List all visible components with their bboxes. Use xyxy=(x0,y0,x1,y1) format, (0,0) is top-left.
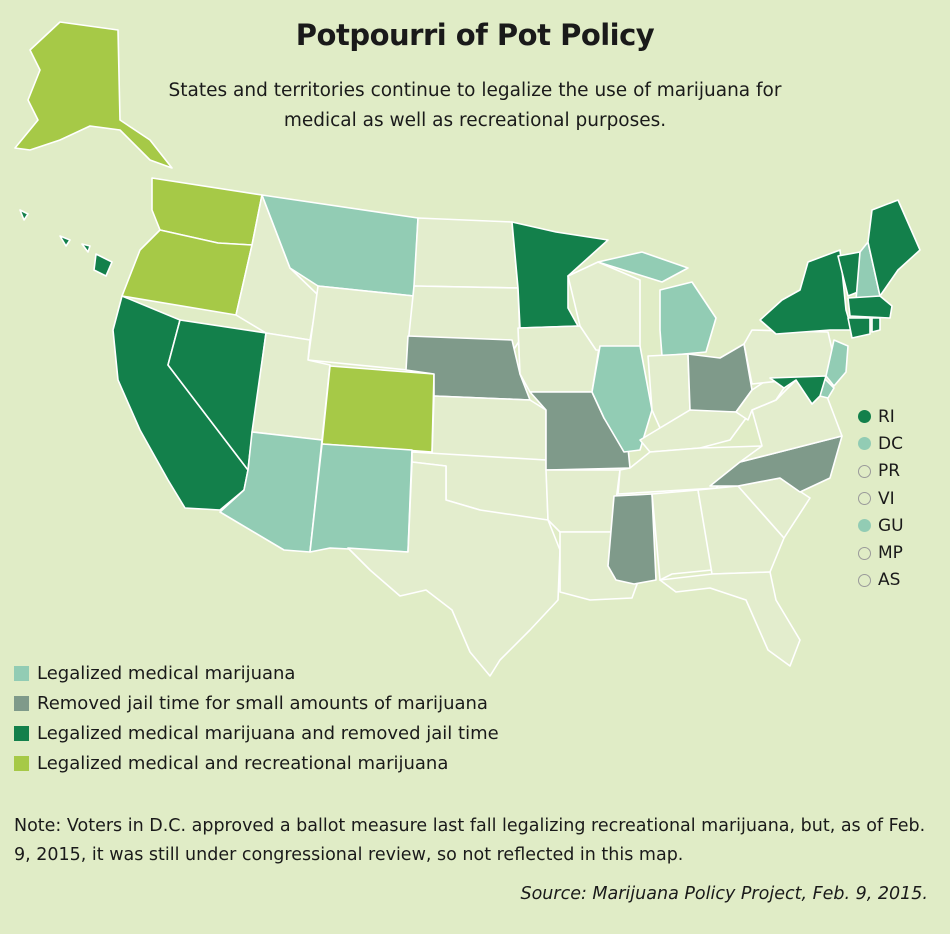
territory-label: GU xyxy=(878,515,904,536)
territory-dot xyxy=(858,464,871,478)
state-CO[interactable] xyxy=(321,365,435,453)
territory-dot xyxy=(858,519,871,533)
territory-label: MP xyxy=(878,543,903,564)
territory-item: RI xyxy=(858,403,904,430)
state-HI[interactable] xyxy=(19,209,113,277)
territory-dot xyxy=(858,492,871,506)
territory-item: MP xyxy=(858,539,904,566)
state-NJ[interactable] xyxy=(825,339,849,387)
state-MN[interactable] xyxy=(511,221,609,329)
state-KS[interactable] xyxy=(431,395,547,461)
state-MI[interactable] xyxy=(597,251,717,357)
legend-swatch xyxy=(14,755,29,771)
state-TX[interactable] xyxy=(347,461,561,677)
state-CT[interactable] xyxy=(847,317,871,339)
legend-swatch xyxy=(14,695,29,711)
territory-list: RI DC PR VI GU MP AS xyxy=(858,403,904,594)
state-MA[interactable] xyxy=(847,295,893,319)
state-MD[interactable] xyxy=(769,375,827,405)
legend-label: Legalized medical marijuana and removed … xyxy=(37,722,499,744)
state-NM[interactable] xyxy=(309,443,413,553)
state-AK[interactable] xyxy=(14,21,173,169)
territory-label: RI xyxy=(878,406,895,427)
state-AL[interactable] xyxy=(651,489,713,581)
state-FL[interactable] xyxy=(659,571,801,667)
territory-label: VI xyxy=(878,488,895,509)
state-IL[interactable] xyxy=(591,345,653,453)
territory-item: DC xyxy=(858,430,904,457)
territory-dot xyxy=(858,437,871,451)
state-MS[interactable] xyxy=(607,493,657,585)
state-WY[interactable] xyxy=(307,285,415,371)
state-OH[interactable] xyxy=(687,343,753,413)
legend-label: Removed jail time for small amounts of m… xyxy=(37,692,488,714)
legend-item: Legalized medical marijuana and removed … xyxy=(14,718,499,748)
territory-dot xyxy=(858,410,871,424)
legend-swatch xyxy=(14,665,29,681)
map-source: Source: Marijuana Policy Project, Feb. 9… xyxy=(520,884,928,904)
legend-item: Removed jail time for small amounts of m… xyxy=(14,688,499,718)
map-note: Note: Voters in D.C. approved a ballot m… xyxy=(14,816,926,865)
state-SD[interactable] xyxy=(407,285,521,353)
legend-swatch xyxy=(14,725,29,741)
territory-item: AS xyxy=(858,567,904,594)
state-NY[interactable] xyxy=(759,249,853,335)
state-RI[interactable] xyxy=(871,317,881,333)
territory-dot xyxy=(858,546,871,560)
map-title: Potpourri of Pot Policy xyxy=(295,18,655,52)
legend-label: Legalized medical and recreational marij… xyxy=(37,752,449,774)
map-subtitle: States and territories continue to legal… xyxy=(168,80,782,131)
legend-item: Legalized medical marijuana xyxy=(14,658,499,688)
territory-dot xyxy=(858,573,871,587)
state-WV[interactable] xyxy=(735,377,785,421)
territory-label: AS xyxy=(878,570,901,591)
map-legend: Legalized medical marijuana Removed jail … xyxy=(14,658,499,778)
territory-label: PR xyxy=(878,461,901,482)
territory-label: DC xyxy=(878,433,903,454)
legend-label: Legalized medical marijuana xyxy=(37,662,296,684)
territory-item: GU xyxy=(858,512,904,539)
state-AR[interactable] xyxy=(545,469,621,533)
territory-item: VI xyxy=(858,485,904,512)
state-ND[interactable] xyxy=(413,217,519,289)
territory-item: PR xyxy=(858,458,904,485)
legend-item: Legalized medical and recreational marij… xyxy=(14,748,499,778)
